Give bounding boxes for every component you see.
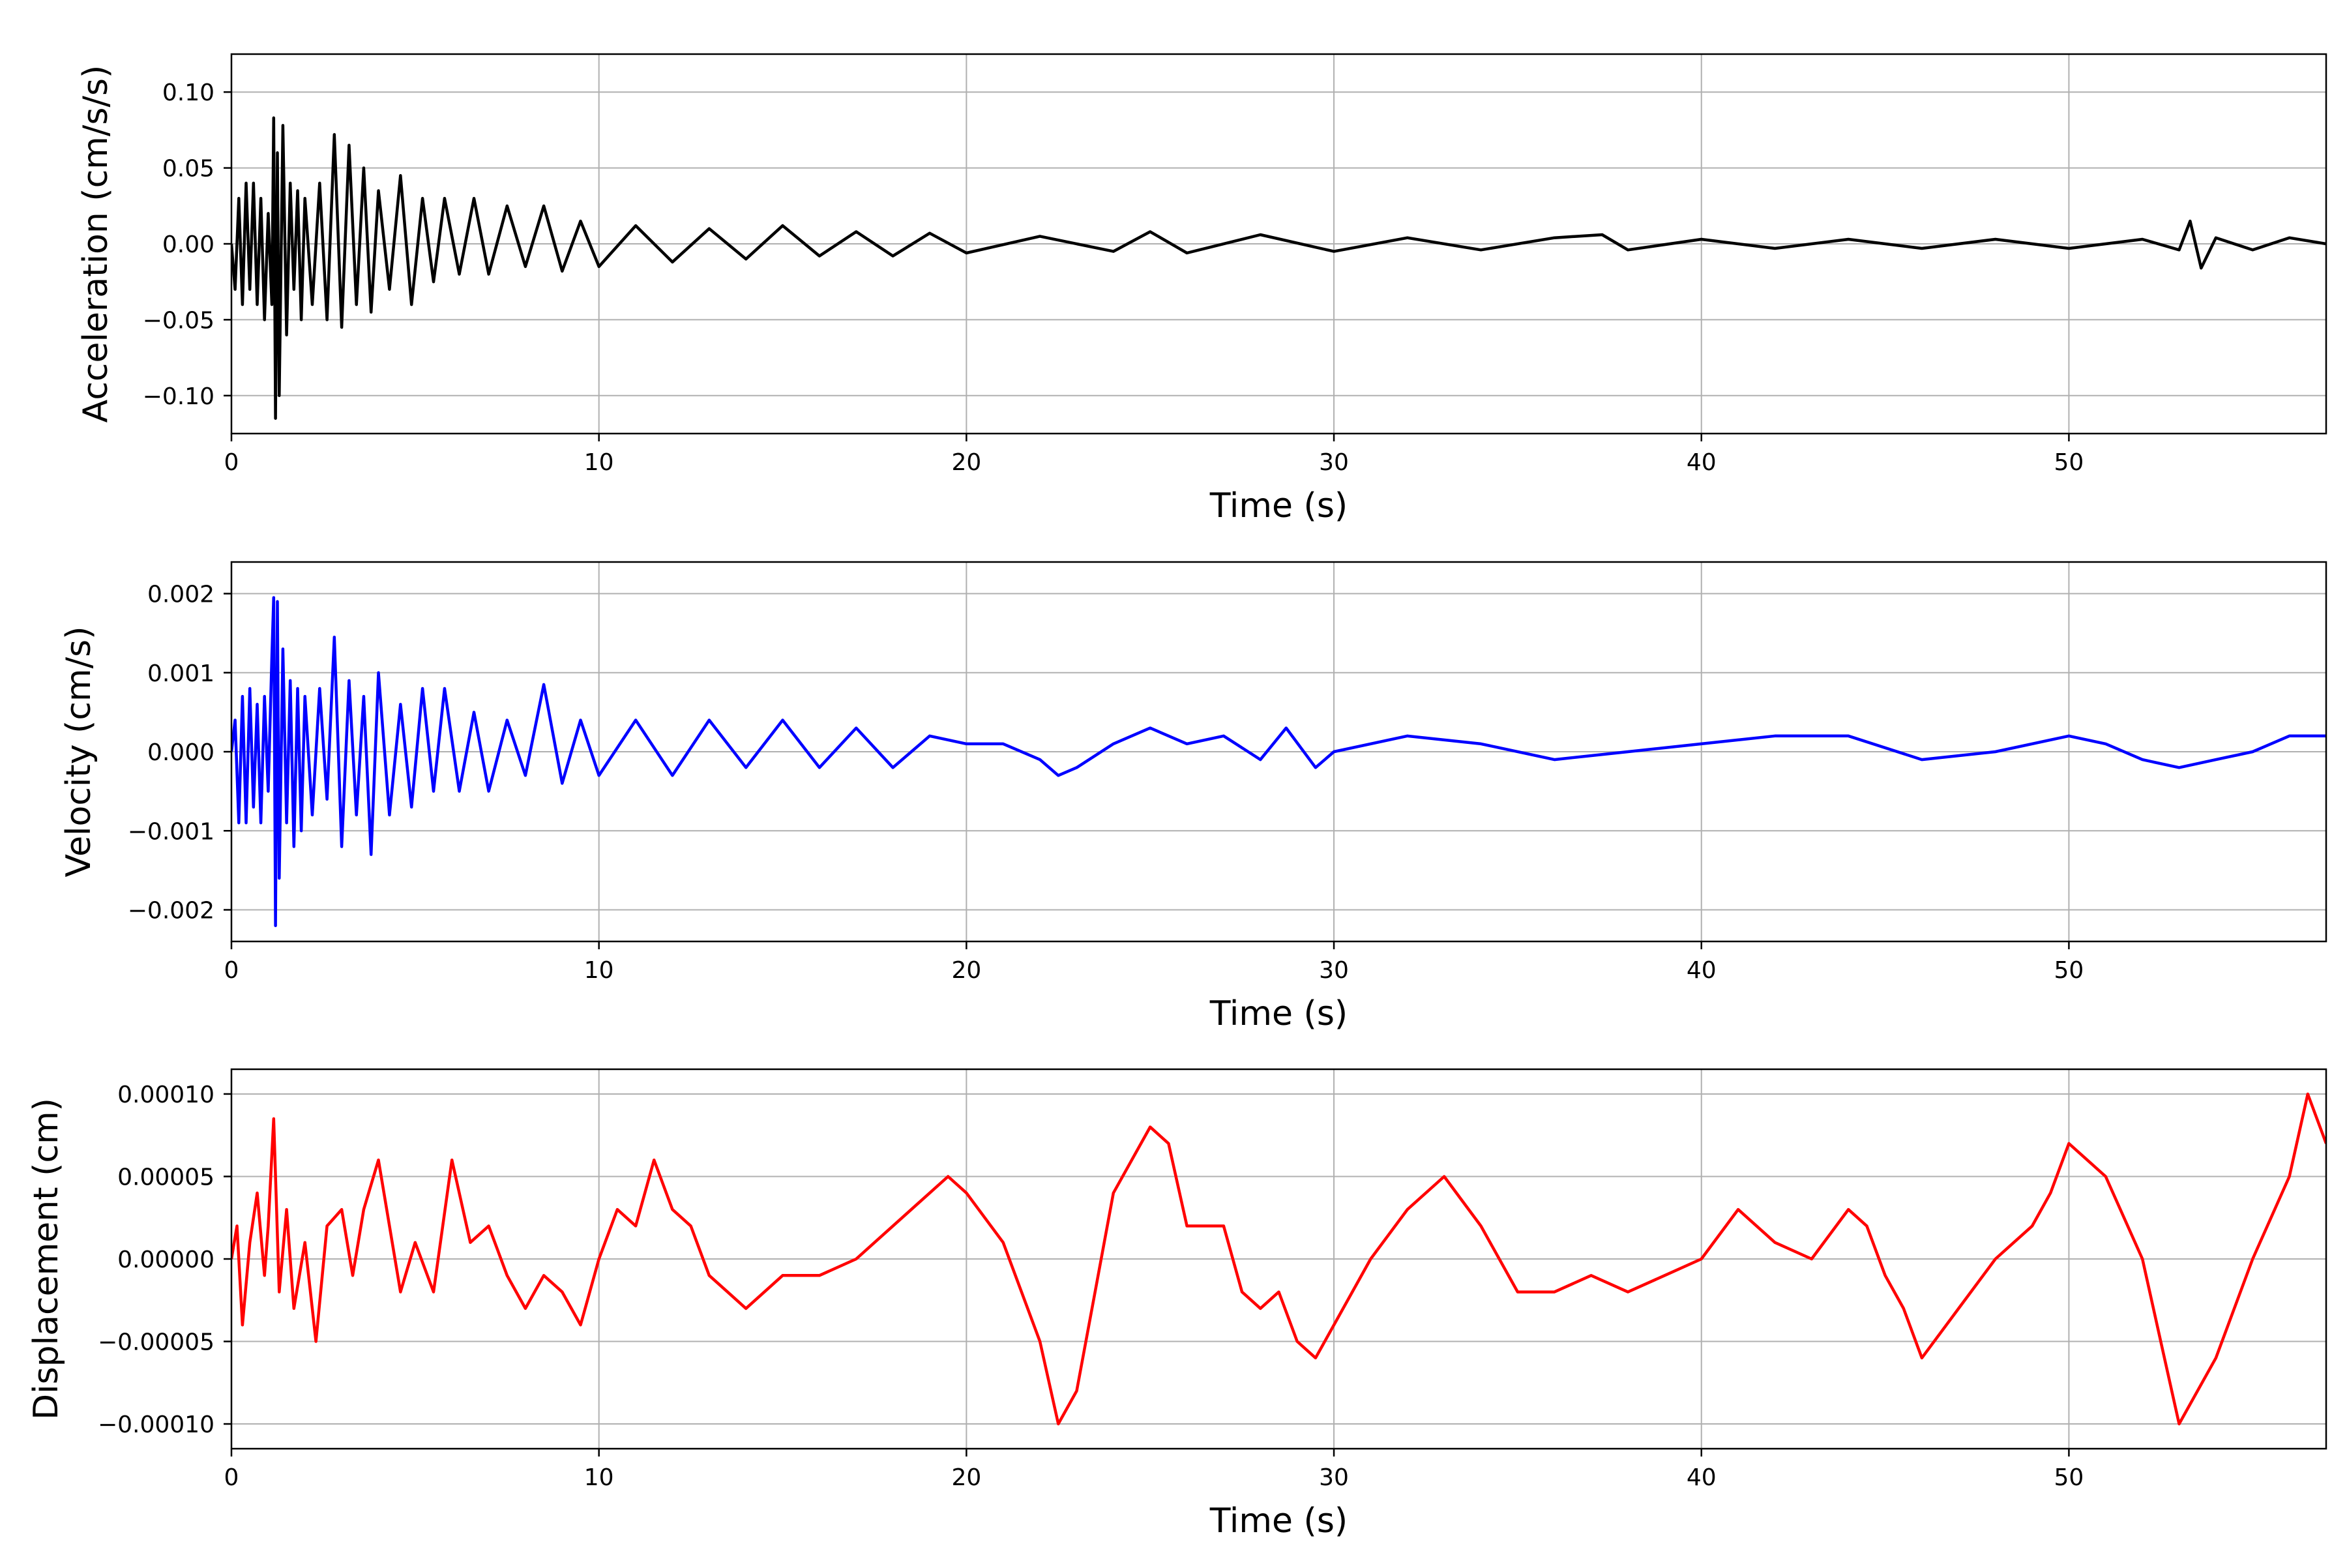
acceleration-y-tick-label: 0.10 (162, 80, 214, 106)
displacement-y-tick-label: 0.00000 (117, 1247, 214, 1273)
displacement-x-tick-label: 0 (224, 1464, 239, 1491)
acceleration-x-tick-label: 20 (951, 449, 981, 476)
velocity-x-tick-label: 40 (1687, 957, 1717, 984)
displacement-x-tick-label: 10 (584, 1464, 614, 1491)
velocity-y-tick-label: 0.002 (147, 582, 214, 608)
displacement-x-tick-label: 30 (1319, 1464, 1349, 1491)
displacement-series-line (231, 1092, 2326, 1426)
acceleration-y-tick-label: 0.00 (162, 231, 214, 258)
acceleration-x-tick-label: 50 (2054, 449, 2084, 476)
acceleration-x-tick-label: 10 (584, 449, 614, 476)
displacement-y-tick-label: 0.00010 (117, 1082, 214, 1108)
acceleration-y-tick-label: 0.05 (162, 156, 214, 183)
displacement-x-tick-label: 50 (2054, 1464, 2084, 1491)
displacement-y-tick-label: 0.00005 (117, 1164, 214, 1191)
velocity-panel: 0 10 20 30 40 50 0.002 0.001 0.000 −0.001 −0.002 Ti… (59, 561, 2327, 1033)
displacement-y-tick-label: −0.00005 (98, 1329, 214, 1356)
displacement-x-axis-label: Time (s) (1209, 1501, 1348, 1541)
velocity-x-tick-label: 20 (951, 957, 981, 984)
velocity-x-tick-label: 50 (2054, 957, 2084, 984)
velocity-x-tick-label: 0 (224, 957, 239, 984)
acceleration-y-tick-label: −0.05 (143, 307, 214, 334)
displacement-x-tick-label: 40 (1687, 1464, 1717, 1491)
velocity-x-tick-label: 10 (584, 957, 614, 984)
displacement-panel: 0 10 20 30 40 50 0.00010 0.00005 0.00000 −0.00005… (27, 1068, 2327, 1541)
velocity-y-tick-label: 0.000 (147, 739, 214, 766)
displacement-y-axis-label: Displacement (cm) (27, 1098, 66, 1420)
velocity-y-tick-label: 0.001 (147, 660, 214, 687)
acceleration-x-tick-label: 0 (224, 449, 239, 476)
displacement-y-tick-label: −0.00010 (98, 1412, 214, 1438)
velocity-series-line (231, 596, 2326, 928)
acceleration-panel: 0 10 20 30 40 50 0.10 0.05 0.00 −0.05 −0.10 Time (s… (76, 53, 2327, 525)
velocity-y-axis-label: Velocity (cm/s) (59, 627, 98, 878)
acceleration-y-tick-label: −0.10 (143, 383, 214, 410)
velocity-x-tick-label: 30 (1319, 957, 1349, 984)
acceleration-y-axis-label: Acceleration (cm/s/s) (76, 65, 115, 423)
acceleration-x-tick-label: 30 (1319, 449, 1349, 476)
displacement-x-tick-label: 20 (951, 1464, 981, 1491)
velocity-x-axis-label: Time (s) (1209, 994, 1348, 1033)
acceleration-x-tick-label: 40 (1687, 449, 1717, 476)
acceleration-x-axis-label: Time (s) (1209, 486, 1348, 525)
acceleration-series-line (231, 116, 2326, 420)
velocity-y-tick-label: −0.001 (128, 818, 214, 845)
velocity-y-tick-label: −0.002 (128, 898, 214, 925)
